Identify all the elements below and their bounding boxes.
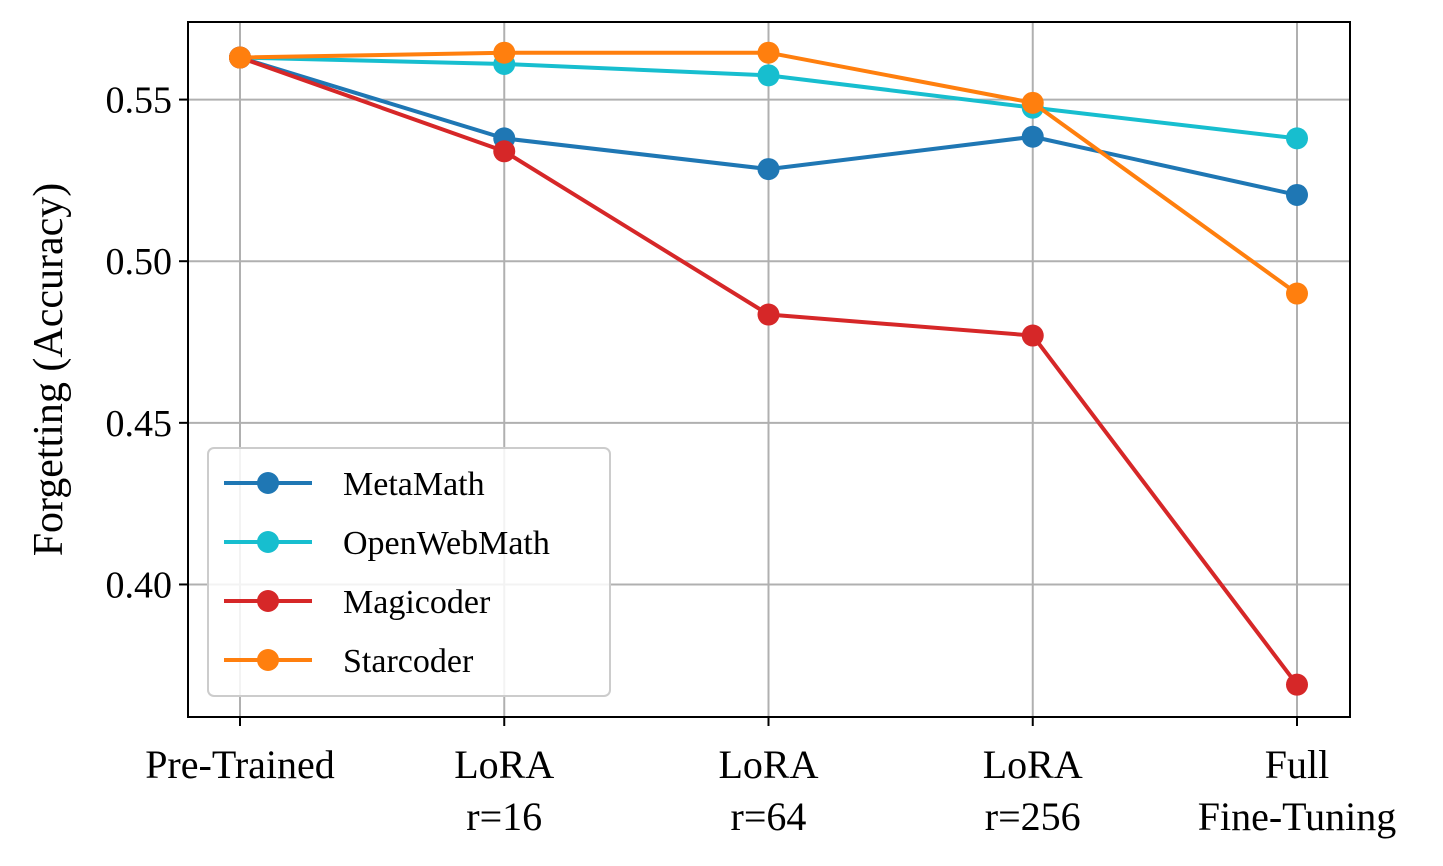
legend-label: Starcoder [343, 643, 474, 680]
y-tick-label: 0.50 [106, 241, 173, 283]
y-tick-label: 0.45 [106, 403, 173, 445]
tick-layer: Pre-Trained LoRA r=16 LoRA r=64 LoRA r=256 Full… [106, 80, 1397, 839]
x-tick-label: Full [1265, 742, 1329, 787]
data-point [757, 41, 780, 64]
x-tick-label: LoRA [719, 742, 819, 787]
data-point [1021, 125, 1044, 148]
legend-box [207, 447, 611, 697]
legend-item: MetaMath [224, 466, 485, 503]
legend-label: OpenWebMath [343, 525, 550, 562]
x-tick-label: Fine-Tuning [1198, 794, 1397, 839]
data-point [493, 41, 516, 64]
y-axis-title: Forgetting (Accuracy) [26, 183, 72, 557]
x-tick-label: LoRA [983, 742, 1083, 787]
legend-item: Magicoder [224, 584, 491, 621]
legend-item: Starcoder [224, 643, 474, 680]
x-tick-label: r=256 [985, 794, 1081, 839]
data-point [1021, 91, 1044, 114]
data-point [1286, 127, 1308, 150]
legend-marker [257, 590, 279, 612]
data-point [1286, 282, 1308, 305]
data-point [1286, 673, 1308, 696]
legend-label: MetaMath [343, 466, 485, 503]
data-point [1021, 324, 1044, 347]
legend-marker [257, 649, 279, 671]
y-tick-label: 0.55 [106, 80, 173, 122]
x-tick-label: r=64 [731, 794, 807, 839]
y-tick-label: 0.40 [106, 564, 173, 606]
data-point [757, 303, 780, 326]
data-point [757, 64, 780, 87]
data-point [493, 140, 516, 163]
series-starcoder [229, 41, 1308, 305]
legend: MetaMath OpenWebMath Magicoder Starcoder [207, 447, 611, 697]
legend-label: Magicoder [343, 584, 491, 621]
legend-item: OpenWebMath [224, 525, 550, 562]
x-tick-label: r=16 [466, 794, 542, 839]
x-tick-label: LoRA [454, 742, 554, 787]
data-point [229, 46, 251, 69]
legend-marker [257, 472, 279, 494]
data-point [757, 158, 780, 181]
series-layer [229, 41, 1308, 696]
data-point [1286, 183, 1308, 206]
legend-marker [257, 531, 279, 553]
x-tick-label: Pre-Trained [145, 742, 335, 787]
